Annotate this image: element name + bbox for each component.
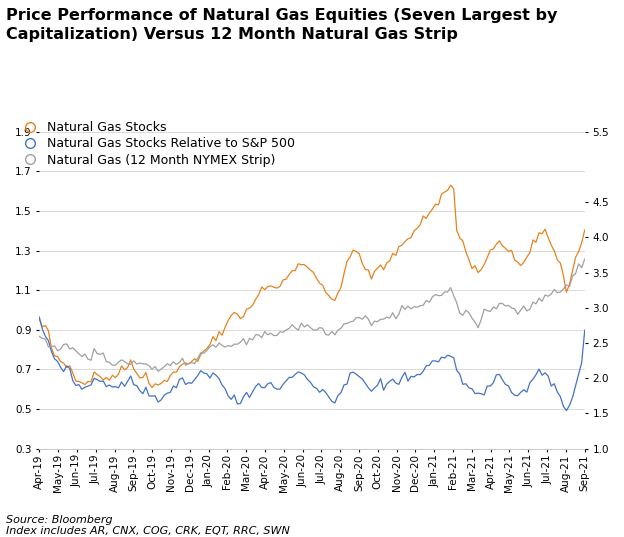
Text: Source: Bloomberg: Source: Bloomberg: [6, 515, 113, 525]
Text: Index includes AR, CNX, COG, CRK, EQT, RRC, SWN: Index includes AR, CNX, COG, CRK, EQT, R…: [6, 526, 290, 536]
Legend: Natural Gas Stocks, Natural Gas Stocks Relative to S&P 500, Natural Gas (12 Mont: Natural Gas Stocks, Natural Gas Stocks R…: [12, 117, 301, 172]
Text: Price Performance of Natural Gas Equities (Seven Largest by
Capitalization) Vers: Price Performance of Natural Gas Equitie…: [6, 8, 558, 42]
